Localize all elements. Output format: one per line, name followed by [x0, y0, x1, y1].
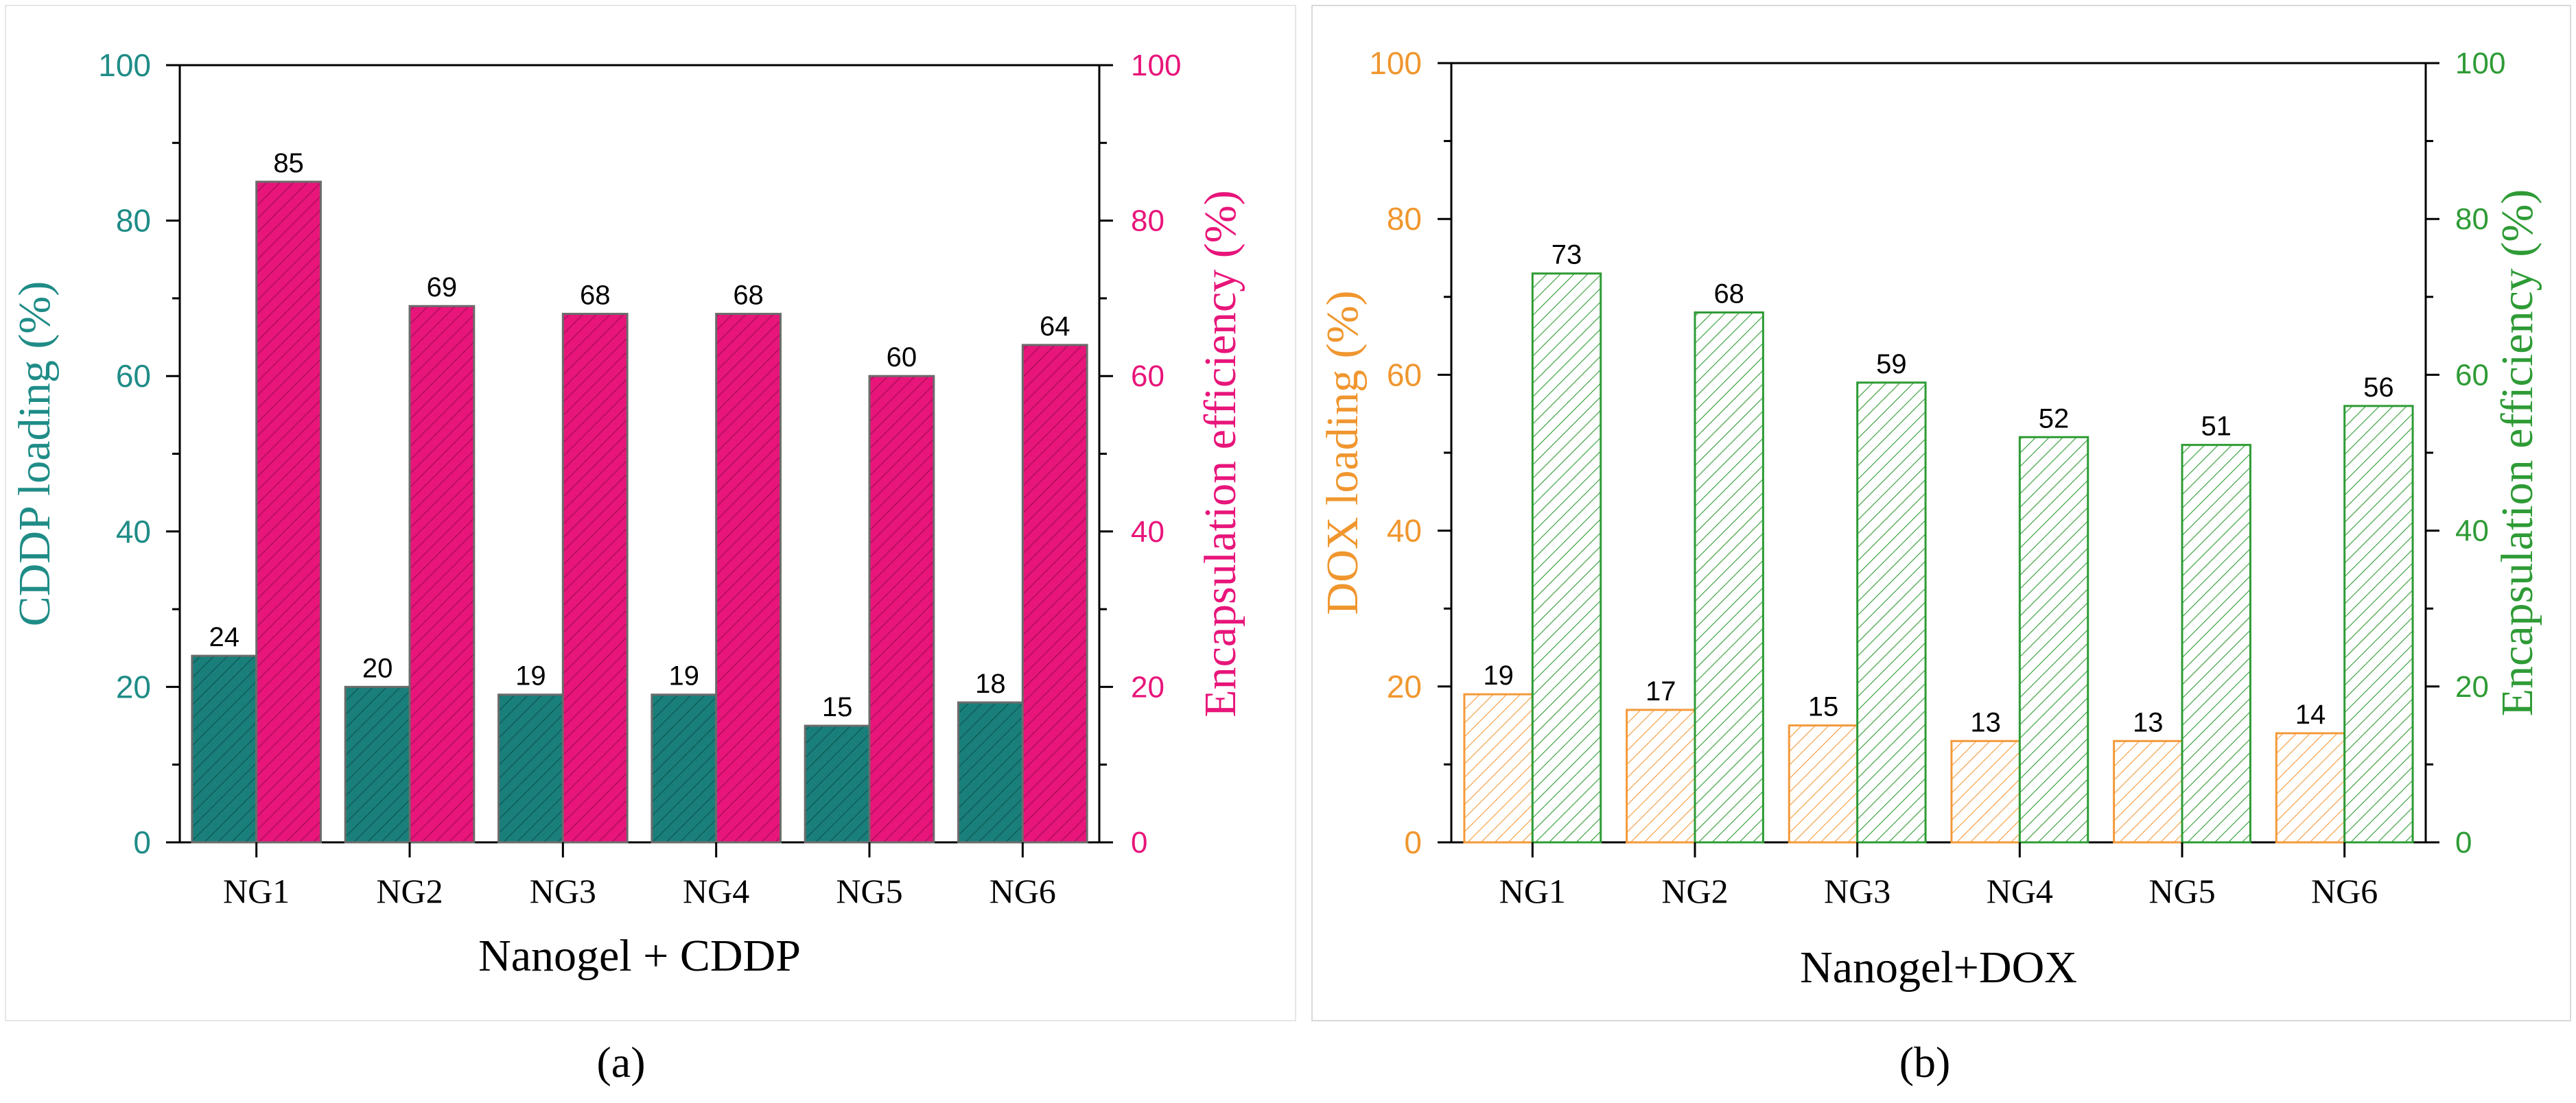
bar-encapsulation-efficiency-ng6: [1021, 344, 1088, 844]
bar-dox-loading-ng1: [1463, 693, 1534, 844]
bar-encapsulation-efficiency-ng1: [1531, 272, 1602, 844]
y-right-tick-label: 0: [2455, 826, 2472, 859]
data-label: 85: [273, 148, 304, 178]
x-axis-title: Nanogel + CDDP: [478, 931, 801, 981]
y-right-tick-label: 40: [1131, 515, 1164, 549]
panel-a: 24 85 NG1 20 69 NG2 19 68 NG3 19 68 NG4 15 60 NG5 18 64 N…: [5, 5, 1296, 1087]
x-tick-label: NG4: [1987, 872, 2053, 910]
y-right-axis-title: Encapsulation efficiency (%): [1195, 190, 1245, 717]
y-right-tick-label: 20: [1131, 670, 1164, 704]
x-tick-label: NG2: [1661, 872, 1728, 910]
bar-cddp-loading-ng6: [957, 701, 1024, 844]
data-label: 14: [2295, 700, 2326, 730]
y-right-tick-label: 0: [1131, 826, 1147, 859]
panel-label: (b): [1899, 1038, 1951, 1087]
y-left-tick-label: 0: [133, 825, 151, 860]
bar-encapsulation-efficiency-ng6: [2343, 405, 2414, 844]
bar-encapsulation-efficiency-ng2: [1694, 311, 1764, 844]
bar-encapsulation-efficiency-ng3: [1856, 381, 1927, 844]
y-left-tick-label: 80: [116, 203, 151, 239]
x-tick-label: NG1: [1499, 872, 1566, 910]
bar-encapsulation-efficiency-ng4: [2018, 436, 2089, 844]
data-label: 19: [515, 661, 546, 691]
y-left-tick-label: 60: [1387, 357, 1422, 392]
panel-a-border: [5, 5, 1296, 1021]
data-label: 68: [1713, 279, 1744, 309]
bar-encapsulation-efficiency-ng5: [2181, 444, 2251, 844]
data-label: 51: [2201, 412, 2232, 442]
bar-dox-loading-ng3: [1788, 724, 1859, 844]
y-right-tick-label: 100: [2455, 47, 2505, 80]
data-label: 20: [362, 653, 393, 683]
x-tick-label: NG2: [376, 872, 443, 910]
y-left-tick-label: 20: [116, 669, 151, 704]
y-right-tick-label: 100: [1131, 49, 1181, 82]
data-label: 17: [1646, 676, 1676, 707]
x-tick-label: NG6: [990, 872, 1056, 910]
x-axis-title: Nanogel+DOX: [1800, 942, 2077, 993]
data-label: 59: [1876, 349, 1907, 379]
bar-encapsulation-efficiency-ng2: [408, 305, 476, 844]
y-left-tick-label: 40: [116, 514, 151, 549]
y-right-tick-label: 20: [2455, 670, 2489, 704]
data-label: 15: [822, 692, 853, 722]
bar-encapsulation-efficiency-ng1: [255, 180, 322, 844]
data-label: 73: [1552, 240, 1582, 270]
bar-dox-loading-ng5: [2113, 739, 2183, 844]
y-left-tick-label: 0: [1404, 825, 1422, 860]
x-tick-label: NG5: [2148, 872, 2215, 910]
data-label: 13: [2133, 707, 2164, 737]
x-tick-label: NG3: [1824, 872, 1890, 910]
bar-encapsulation-efficiency-ng4: [715, 313, 782, 844]
y-right-tick-label: 80: [1131, 204, 1164, 238]
data-label: 19: [1483, 661, 1514, 691]
y-right-tick-label: 60: [1131, 359, 1164, 393]
data-label: 19: [669, 661, 700, 691]
bar-dox-loading-ng6: [2275, 732, 2346, 844]
bar-cddp-loading-ng1: [191, 654, 258, 844]
y-right-axis-title: Encapsulation efficiency (%): [2492, 189, 2542, 716]
x-tick-label: NG6: [2311, 872, 2378, 910]
data-label: 68: [580, 281, 611, 311]
data-label: 56: [2363, 372, 2394, 403]
data-label: 52: [2039, 403, 2070, 434]
y-left-tick-label: 100: [98, 47, 151, 83]
data-label: 68: [733, 281, 764, 311]
bar-encapsulation-efficiency-ng3: [561, 313, 629, 844]
y-left-tick-label: 100: [1369, 45, 1422, 81]
y-left-tick-label: 80: [1387, 201, 1422, 237]
bar-cddp-loading-ng5: [804, 724, 871, 844]
x-tick-label: NG1: [223, 872, 290, 910]
data-label: 69: [427, 272, 458, 303]
y-right-tick-label: 60: [2455, 358, 2489, 392]
y-left-axis-title: CDDP loading (%): [10, 281, 60, 627]
data-label: 24: [209, 622, 240, 652]
bar-dox-loading-ng2: [1626, 709, 1696, 844]
x-tick-label: NG5: [836, 872, 902, 910]
bar-encapsulation-efficiency-ng5: [868, 375, 935, 844]
data-label: 15: [1808, 692, 1839, 722]
y-left-axis-title: DOX loading (%): [1318, 291, 1368, 615]
x-tick-label: NG4: [683, 872, 749, 910]
y-right-tick-label: 40: [2455, 514, 2489, 548]
y-left-tick-label: 40: [1387, 513, 1422, 549]
y-left-tick-label: 60: [116, 358, 151, 394]
panel-b: 19 73 NG1 17 68 NG2 15 59 NG3 13 52 NG4 13 51 NG5 14 56 N…: [1311, 5, 2571, 1087]
panel-b-border: [1311, 5, 2571, 1021]
panel-label: (a): [596, 1038, 645, 1087]
data-label: 18: [975, 669, 1006, 699]
data-label: 13: [1970, 707, 2001, 737]
y-right-tick-label: 80: [2455, 202, 2489, 236]
data-label: 60: [887, 342, 917, 372]
bar-cddp-loading-ng2: [344, 685, 411, 844]
bar-cddp-loading-ng4: [651, 693, 718, 844]
bar-cddp-loading-ng3: [497, 693, 564, 844]
x-tick-label: NG3: [530, 872, 596, 910]
y-left-tick-label: 20: [1387, 669, 1422, 704]
data-label: 64: [1040, 311, 1070, 342]
bar-dox-loading-ng4: [1950, 739, 2021, 844]
